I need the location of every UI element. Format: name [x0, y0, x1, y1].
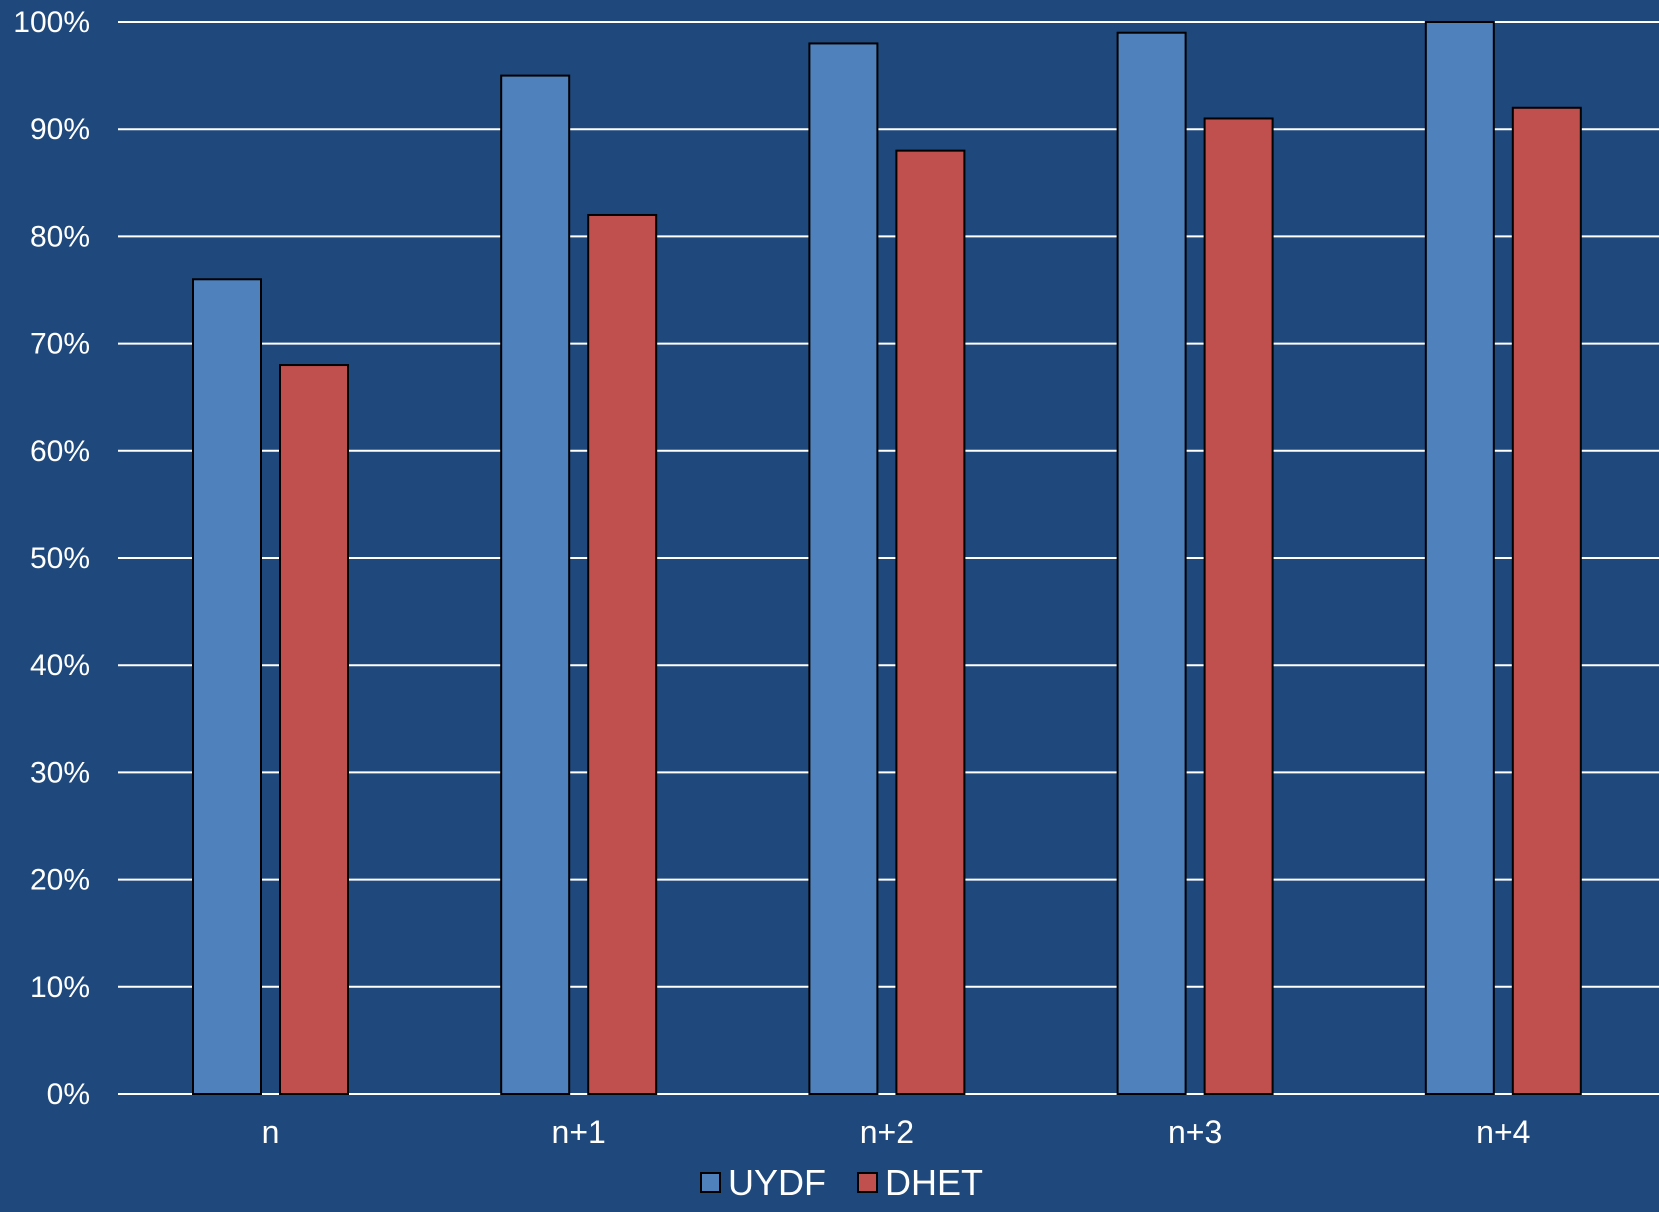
gridlines: [118, 21, 1659, 1095]
y-tick-label: 100%: [13, 6, 90, 39]
x-category-label: n: [262, 1114, 280, 1150]
y-axis-ticks: 0% 10% 20% 30% 40% 50% 60% 70% 80% 90% 100%: [13, 6, 90, 1111]
y-tick-label: 60%: [30, 435, 90, 468]
legend-swatch-uydf: [700, 1172, 721, 1193]
bar-uydf-n: [192, 278, 262, 1095]
y-tick-label: 10%: [30, 971, 90, 1004]
bar-dhet-n+2: [895, 149, 966, 1095]
y-tick-label: 20%: [30, 864, 90, 897]
y-tick-label: 40%: [30, 649, 90, 682]
bar-dhet-n+3: [1203, 117, 1274, 1096]
x-category-label: n+4: [1476, 1114, 1530, 1150]
x-category-label: n+3: [1168, 1114, 1222, 1150]
bar-dhet-n+4: [1511, 106, 1582, 1095]
bar-uydf-n+2: [808, 42, 879, 1096]
legend-swatch-dhet: [857, 1172, 878, 1193]
y-tick-label: 80%: [30, 220, 90, 253]
x-category-label: n+1: [552, 1114, 606, 1150]
y-tick-label: 70%: [30, 328, 90, 361]
bar-uydf-n+3: [1116, 31, 1187, 1096]
bar-uydf-n+1: [500, 74, 571, 1096]
y-tick-label: 50%: [30, 542, 90, 575]
bar-uydf-n+4: [1424, 21, 1495, 1095]
x-category-label: n+2: [860, 1114, 914, 1150]
y-tick-label: 0%: [47, 1078, 90, 1111]
legend-label-uydf: UYDF: [728, 1162, 826, 1203]
bar-dhet-n+1: [587, 213, 658, 1095]
x-axis-labels: n n+1 n+2 n+3 n+4: [262, 1114, 1531, 1150]
bar-dhet-n: [279, 364, 349, 1096]
legend-label-dhet: DHET: [885, 1162, 983, 1203]
bars: [192, 21, 1582, 1096]
legend: UYDF DHET: [700, 1162, 983, 1203]
y-tick-label: 90%: [30, 113, 90, 146]
y-tick-label: 30%: [30, 756, 90, 789]
